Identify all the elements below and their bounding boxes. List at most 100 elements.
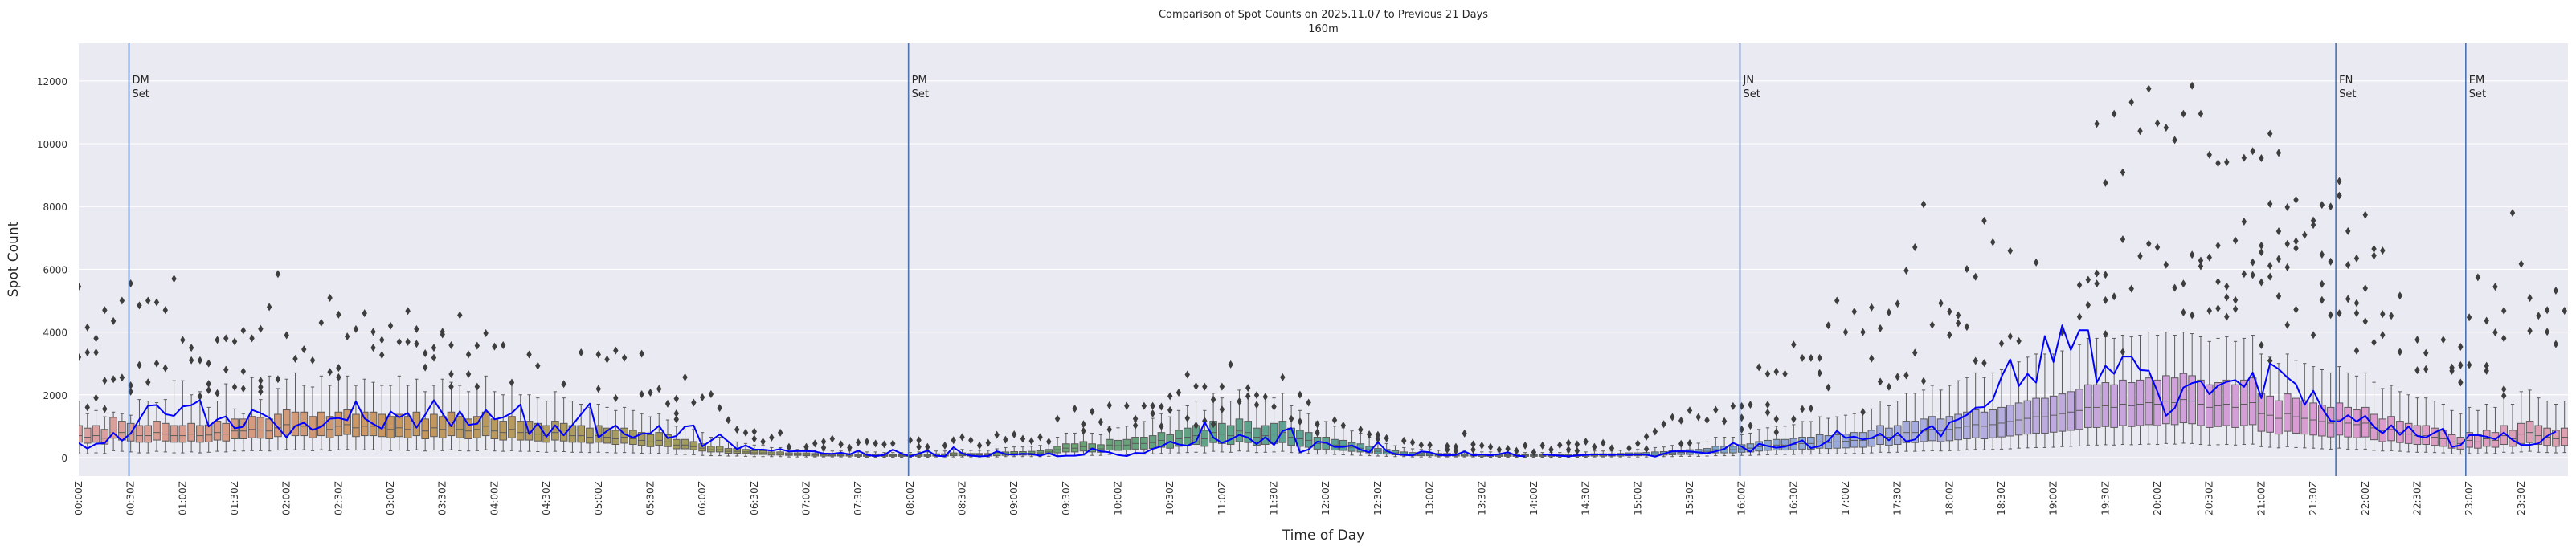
box-200 (1807, 421, 1815, 455)
box-26 (300, 385, 309, 450)
box-227 (2041, 353, 2049, 448)
outlier-point (93, 348, 99, 356)
x-tick-label: 02:30Z (333, 481, 344, 515)
outlier-point (448, 382, 454, 391)
iqr-box (1885, 427, 1893, 446)
boxes (79, 332, 2568, 458)
outlier-point (414, 324, 419, 333)
outlier-point (2458, 360, 2464, 369)
outlier-point (1574, 440, 1580, 449)
outlier-point (1340, 421, 1346, 430)
outlier-point (1773, 428, 1779, 437)
outlier-point (110, 316, 117, 325)
outlier-point (2259, 340, 2264, 349)
outlier-point (1600, 438, 1606, 447)
outlier-point (2259, 248, 2264, 257)
iqr-box (637, 432, 646, 446)
outlier-point (1046, 438, 1052, 446)
y-tick-label: 2000 (43, 390, 67, 401)
outlier-point (2380, 246, 2386, 255)
outlier-point (2284, 263, 2290, 271)
outlier-point (1401, 436, 1407, 445)
outlier-point (2181, 308, 2186, 316)
outlier-point (2085, 300, 2091, 309)
box-211 (1902, 393, 1911, 452)
outlier-point (2449, 366, 2455, 375)
outlier-point (2492, 283, 2498, 291)
outlier-point (1998, 339, 2005, 348)
outlier-point (1895, 299, 1900, 308)
iqr-box (2110, 384, 2118, 428)
x-tick-label: 17:00Z (1840, 481, 1851, 515)
iqr-box (2101, 382, 2110, 427)
outlier-point (465, 350, 472, 359)
outlier-point (604, 355, 610, 364)
outlier-point (1184, 413, 1190, 422)
outlier-point (2094, 269, 2100, 278)
outlier-point (1150, 409, 1155, 418)
outlier-point (2310, 331, 2316, 340)
outlier-point (240, 384, 247, 393)
outlier-point (2423, 365, 2429, 373)
iqr-box (2474, 434, 2482, 449)
outlier-point (1764, 401, 1771, 409)
box-136 (1253, 405, 1261, 454)
outlier-point (2076, 312, 2083, 321)
outlier-point (1167, 392, 1173, 401)
x-axis-label: Time of Day (1282, 527, 1364, 544)
outlier-point (1245, 392, 1251, 401)
box-12 (178, 380, 187, 454)
outlier-point (1297, 417, 1303, 426)
iqr-box (2041, 397, 2049, 434)
iqr-box (265, 418, 273, 439)
outlier-point (1253, 391, 1260, 400)
outlier-point (1384, 434, 1389, 442)
box-42 (438, 378, 447, 451)
box-37 (395, 375, 403, 451)
box-83 (793, 449, 802, 458)
outlier-point (1955, 311, 1961, 320)
box-0 (79, 401, 83, 454)
outlier-point (1756, 363, 1762, 372)
outlier-point (873, 439, 878, 448)
y-tick-label: 10000 (37, 139, 67, 150)
outlier-point (2198, 256, 2204, 265)
outlier-point (2267, 129, 2273, 138)
outlier-point (1903, 266, 1909, 275)
outlier-point (959, 433, 965, 442)
iqr-box (2006, 405, 2014, 437)
outlier-point (2232, 236, 2239, 245)
outlier-point (2353, 299, 2360, 308)
y-tick-label: 0 (61, 453, 67, 464)
iqr-box (499, 421, 507, 441)
iqr-box (2058, 393, 2067, 432)
marker-label: JN (1742, 75, 1754, 87)
outlier-point (1652, 427, 1658, 436)
outlier-point (2181, 279, 2186, 288)
outlier-point (2224, 312, 2230, 321)
x-tick-label: 01:00Z (177, 481, 188, 515)
outlier-point (1184, 370, 1190, 379)
outlier-point (613, 346, 619, 355)
outlier-point (1687, 406, 1693, 415)
iqr-box (2509, 430, 2517, 447)
box-182 (1651, 446, 1659, 458)
outlier-point (1245, 384, 1251, 393)
iqr-box (79, 425, 83, 443)
iqr-box (118, 421, 126, 441)
outlier-point (1028, 437, 1034, 446)
iqr-box (1244, 421, 1253, 443)
outlier-point (1288, 414, 1294, 423)
iqr-box (1175, 430, 1183, 447)
outlier-point (405, 307, 411, 316)
outlier-point (2414, 336, 2420, 344)
x-tick-label: 09:30Z (1061, 481, 1072, 515)
outlier-point (500, 341, 506, 350)
iqr-box (1980, 411, 1989, 439)
box-113 (1053, 437, 1061, 457)
iqr-box (213, 421, 222, 441)
outlier-point (742, 428, 749, 437)
x-tick-label: 15:00Z (1632, 481, 1643, 515)
iqr-box (2300, 400, 2309, 435)
outlier-point (561, 380, 566, 389)
